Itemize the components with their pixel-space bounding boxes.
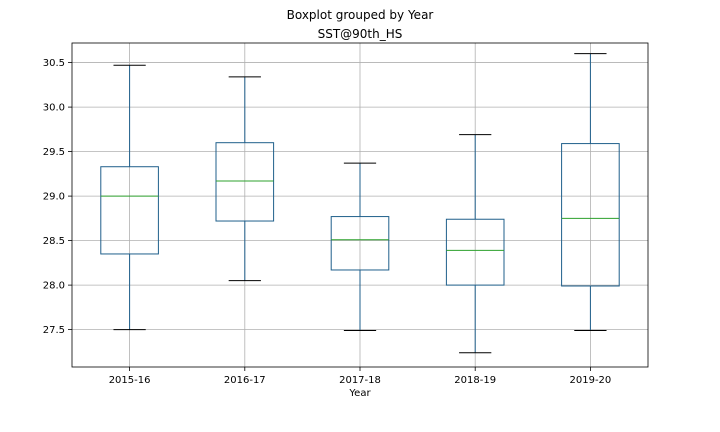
- x-tick-label: 2017-18: [339, 375, 381, 386]
- y-tick-label: 27.5: [43, 325, 65, 336]
- x-tick-label: 2018-19: [454, 375, 496, 386]
- box: [445, 218, 505, 286]
- y-tick-label: 28.0: [43, 281, 65, 292]
- x-tick-label: 2016-17: [224, 375, 266, 386]
- y-tick-label: 30.0: [43, 103, 65, 114]
- y-tick-label: 28.5: [43, 236, 65, 247]
- box: [330, 216, 390, 271]
- box: [215, 142, 275, 222]
- y-tick-label: 30.5: [43, 58, 65, 69]
- y-tick-label: 29.5: [43, 147, 65, 158]
- chart-title: SST@90th_HS: [318, 27, 403, 41]
- tick-layer: 27.5 28.0 28.5 29.0 29.5 30.0 30.5 2015-16 2016-…: [43, 58, 612, 386]
- y-tick-label: 29.0: [43, 192, 65, 203]
- x-axis-label: Year: [348, 388, 371, 399]
- box: [100, 166, 159, 255]
- chart-suptitle: Boxplot grouped by Year: [287, 8, 434, 22]
- x-tick-label: 2015-16: [109, 375, 151, 386]
- box: [561, 143, 620, 287]
- box-layer: [100, 53, 620, 354]
- x-tick-label: 2019-20: [570, 375, 612, 386]
